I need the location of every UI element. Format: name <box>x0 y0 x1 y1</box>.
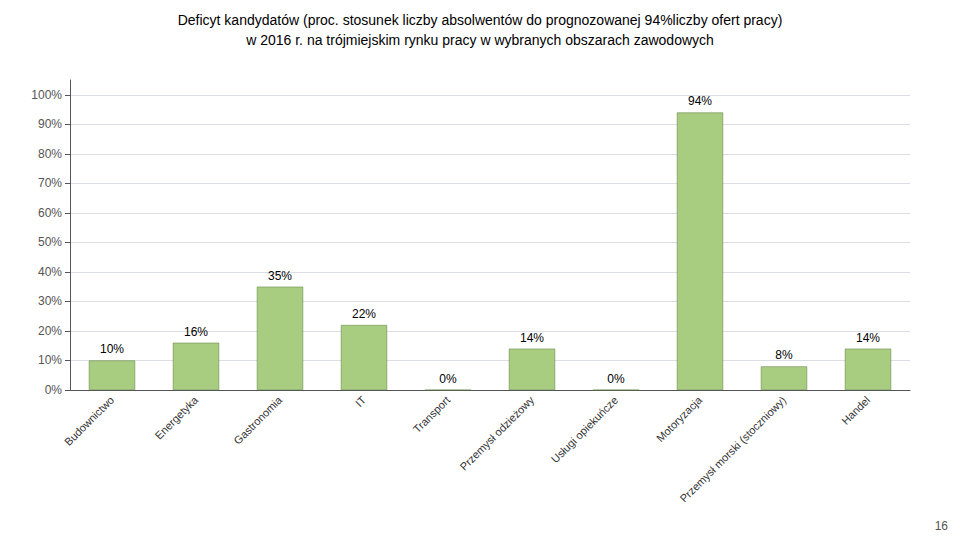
svg-text:20%: 20% <box>38 324 62 338</box>
svg-text:94%: 94% <box>688 94 712 108</box>
svg-text:Przemysł morski (stoczniowy): Przemysł morski (stoczniowy) <box>677 394 788 505</box>
svg-text:10%: 10% <box>100 342 124 356</box>
svg-text:Budownictwo: Budownictwo <box>62 394 116 448</box>
svg-text:16: 16 <box>935 519 949 533</box>
svg-text:Energetyka: Energetyka <box>152 393 200 441</box>
svg-text:0%: 0% <box>45 383 63 397</box>
svg-text:w 2016 r. na trójmiejskim rynk: w 2016 r. na trójmiejskim rynku pracy w … <box>245 32 714 48</box>
svg-text:16%: 16% <box>184 325 208 339</box>
svg-text:40%: 40% <box>38 265 62 279</box>
svg-text:Gastronomia: Gastronomia <box>231 393 285 447</box>
svg-text:100%: 100% <box>31 88 62 102</box>
svg-text:30%: 30% <box>38 294 62 308</box>
svg-text:70%: 70% <box>38 176 62 190</box>
svg-text:8%: 8% <box>775 348 793 362</box>
svg-text:Przemysł odzieżowy: Przemysł odzieżowy <box>457 393 536 472</box>
svg-text:0%: 0% <box>439 372 457 386</box>
svg-text:14%: 14% <box>856 331 880 345</box>
svg-text:14%: 14% <box>520 331 544 345</box>
svg-text:Motoryzacja: Motoryzacja <box>654 393 705 444</box>
svg-text:50%: 50% <box>38 235 62 249</box>
svg-text:Usługi opiekuńcze: Usługi opiekuńcze <box>549 394 621 466</box>
svg-text:Handel: Handel <box>839 394 872 427</box>
svg-text:Transport: Transport <box>411 394 452 435</box>
svg-text:IT: IT <box>353 394 369 410</box>
svg-text:60%: 60% <box>38 206 62 220</box>
svg-text:35%: 35% <box>268 269 292 283</box>
svg-text:22%: 22% <box>352 307 376 321</box>
svg-text:10%: 10% <box>38 353 62 367</box>
svg-text:Deficyt kandydatów (proc. stos: Deficyt kandydatów (proc. stosunek liczb… <box>178 12 783 28</box>
svg-text:90%: 90% <box>38 117 62 131</box>
svg-text:80%: 80% <box>38 147 62 161</box>
svg-text:0%: 0% <box>607 372 625 386</box>
